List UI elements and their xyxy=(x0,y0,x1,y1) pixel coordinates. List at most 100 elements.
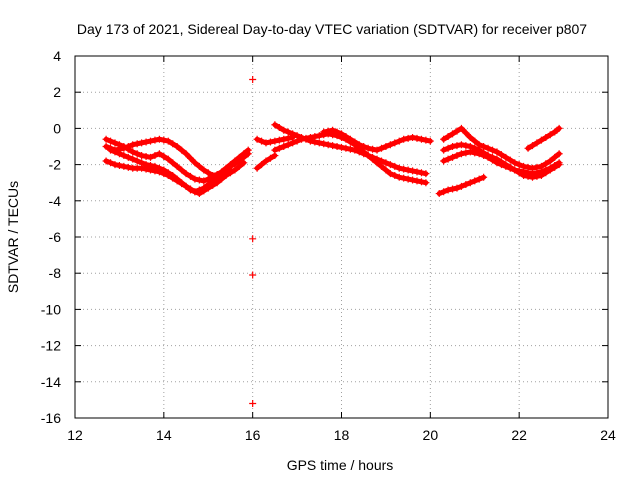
data-point xyxy=(497,151,505,159)
data-points xyxy=(102,76,563,408)
data-point xyxy=(200,187,208,195)
data-point xyxy=(546,166,554,174)
data-point xyxy=(480,149,488,157)
data-point xyxy=(186,172,194,180)
data-point xyxy=(320,140,328,148)
data-point xyxy=(275,123,283,131)
x-tick-label: 22 xyxy=(511,427,527,443)
data-point xyxy=(484,152,492,160)
data-point xyxy=(528,142,536,150)
data-point xyxy=(302,134,310,142)
data-point xyxy=(342,133,350,141)
y-tick-label: -12 xyxy=(41,338,61,354)
data-point xyxy=(262,139,270,147)
data-point xyxy=(462,129,470,137)
x-tick-label: 14 xyxy=(156,427,172,443)
data-point xyxy=(133,150,141,158)
data-point xyxy=(324,141,332,149)
data-point xyxy=(142,161,150,169)
x-tick-label: 12 xyxy=(67,427,83,443)
data-point xyxy=(484,144,492,152)
data-point xyxy=(382,143,390,150)
data-point xyxy=(289,133,297,141)
data-point xyxy=(133,157,141,165)
data-point xyxy=(275,136,283,144)
data-point xyxy=(364,144,372,152)
x-tick-label: 18 xyxy=(334,427,350,443)
data-point xyxy=(462,181,470,189)
data-point xyxy=(453,142,461,150)
data-point xyxy=(298,135,306,143)
data-point xyxy=(497,158,505,166)
data-point xyxy=(258,137,266,145)
y-tick-label: -4 xyxy=(49,193,62,209)
data-point xyxy=(124,153,132,161)
data-point xyxy=(493,148,501,156)
data-point xyxy=(449,130,457,138)
data-point xyxy=(404,134,412,142)
data-point xyxy=(422,170,430,178)
data-point xyxy=(342,144,350,152)
data-point xyxy=(524,172,532,180)
data-point xyxy=(249,235,257,243)
data-point xyxy=(449,185,457,193)
data-point xyxy=(120,144,128,152)
data-point xyxy=(457,141,465,149)
series-band-e xyxy=(271,121,430,178)
data-point xyxy=(155,150,163,158)
data-point xyxy=(422,179,430,187)
data-point xyxy=(355,141,363,149)
y-tick-label: -10 xyxy=(41,301,61,317)
data-point xyxy=(115,145,123,153)
data-point xyxy=(186,186,194,194)
data-point xyxy=(164,169,172,177)
data-point xyxy=(466,133,474,141)
data-point xyxy=(409,167,417,175)
data-point xyxy=(115,162,123,170)
y-tick-label: -2 xyxy=(49,157,62,173)
y-tick-label: -14 xyxy=(41,374,61,390)
data-point xyxy=(351,138,359,146)
data-point xyxy=(155,135,163,143)
data-point xyxy=(133,164,141,172)
series-band-l xyxy=(524,124,563,152)
data-point xyxy=(102,157,110,165)
data-point xyxy=(124,143,132,150)
data-point xyxy=(404,175,412,183)
data-point xyxy=(360,143,368,150)
data-point xyxy=(400,165,408,173)
data-point xyxy=(226,166,234,174)
data-point xyxy=(537,136,545,144)
data-point xyxy=(147,137,155,145)
data-point xyxy=(542,169,550,177)
data-point xyxy=(120,162,128,170)
data-point xyxy=(138,152,146,160)
data-point xyxy=(209,181,217,189)
data-point xyxy=(524,144,532,152)
data-point xyxy=(553,126,561,134)
data-point xyxy=(338,143,345,151)
data-point xyxy=(271,137,279,145)
data-point xyxy=(284,141,292,149)
data-point xyxy=(413,168,421,176)
data-point xyxy=(262,157,270,165)
data-point xyxy=(315,139,323,147)
data-point xyxy=(462,142,470,150)
data-point xyxy=(173,143,181,150)
data-point xyxy=(151,162,159,170)
data-point xyxy=(417,169,425,177)
data-point xyxy=(502,161,510,169)
data-point xyxy=(426,137,434,145)
series-band-g xyxy=(320,126,434,154)
data-point xyxy=(377,144,385,152)
data-point xyxy=(182,182,190,190)
x-tick-label: 16 xyxy=(245,427,261,443)
data-point xyxy=(182,150,190,158)
data-point xyxy=(333,128,341,136)
data-point xyxy=(186,154,194,162)
data-point xyxy=(444,144,452,152)
data-point xyxy=(417,135,425,143)
data-point xyxy=(293,137,301,145)
data-point xyxy=(169,171,177,179)
